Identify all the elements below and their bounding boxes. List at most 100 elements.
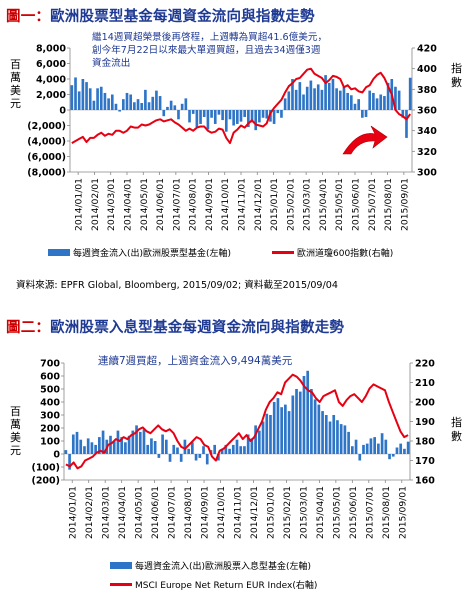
chart2-bar [369,438,373,454]
chart2-bar [124,442,127,454]
chart1-x-tick-label: 2015/08/01 [383,178,394,231]
chart1-bar [346,92,349,110]
chart1-bar [239,110,243,122]
chart1-x-tick-label: 2014/09/01 [204,178,215,231]
chart1-bar [372,92,375,110]
chart2-bar [339,424,343,454]
chart1-bar [199,110,202,124]
chart1-right-axis-label: 指數 [451,61,462,89]
chart2-bar [302,376,306,454]
chart1-bar [298,82,302,110]
chart2-bar [202,446,205,454]
chart1-x-tick-label: 2015/03/01 [302,178,313,231]
chart1-bar [397,90,401,110]
chart2-title-text: 歐洲股票入息型基金每週資金流向與指數走勢 [50,320,345,336]
chart2-left-tick-label: (100) [31,463,60,474]
chart1-left-tick-label: 4,000 [36,75,66,86]
chart2-x-tick-label: 2015/02/01 [282,486,293,539]
chart1-left-axis-label: 百萬美元 [10,58,21,110]
chart2-left-tick-label: 0 [53,450,60,461]
chart1-bar [118,110,121,112]
chart2-bar [150,438,153,454]
chart1-bar [169,100,173,110]
chart1-x-tick-label: 2015/02/01 [285,178,296,231]
chart1-bar [394,86,397,110]
chart1-bar [401,110,405,118]
chart1-title-text: 歐洲股票型基金每週資金流向與指數走勢 [50,9,315,25]
chart2-bar [313,399,317,454]
chart1-bar [294,89,298,110]
chart2-bar [205,454,209,465]
chart2-bar [213,444,217,454]
chart1-bar [144,89,147,110]
chart2-legend-bar-label: 每週資金流入(出)歐洲股票入息型基金(左軸) [135,562,312,572]
chart1-bar [375,98,379,110]
chart1-left-tick-label: 2,000 [36,90,66,101]
chart1-x-tick-label: 2015/09/01 [399,178,410,231]
chart2-x-tick-label: 2014/10/01 [216,486,227,539]
chart2-bar [284,404,287,454]
chart1-bar [177,110,180,120]
chart1-right-tick-label: 400 [417,64,437,75]
chart1-bar [357,99,361,110]
chart2-bar [324,415,328,454]
chart2-bar [68,454,71,470]
chart2-x-tick-label: 2014/09/01 [200,486,211,539]
chart1-legend-bar-swatch [48,249,70,256]
chart2-bar [179,454,183,462]
chart2-bar [269,415,272,454]
chart2-bar [172,444,176,454]
chart1-x-tick-label: 2015/07/01 [367,178,378,231]
chart1-bar [335,88,338,110]
chart2-bar [183,439,187,454]
chart2-bar [362,444,365,454]
chart1-legend-line-swatch [272,251,294,254]
chart2-bar [380,433,384,454]
chart2-annotation: 連續7週買超，上週資金流入9,494萬美元 [98,354,293,367]
chart2-bar [298,391,302,454]
chart1-bar [353,103,357,110]
chart1-bar [140,103,144,110]
chart1-bar [228,110,232,120]
chart1-bar [342,86,346,110]
chart2-left-tick-label: 500 [40,385,60,396]
chart1-bar [74,77,77,110]
chart1-right-tick-label: 340 [417,126,437,137]
chart2-bar [291,395,295,454]
chart1-bar [313,88,316,110]
chart2-bar [306,370,310,454]
chart1-legend-bar: 每週資金流入(出)歐洲股票型基金(左軸) [48,246,231,259]
chart2-left-tick-label: (200) [31,476,60,487]
chart2-bar [112,441,116,454]
chart2-bar [272,402,276,454]
chart2-x-tick-label: 2014/06/01 [150,486,161,539]
chart1-left-tick-label: (8,000) [27,168,66,179]
chart1-annotation-line: 資金流出 [92,57,130,69]
chart1-x-tick-label: 2014/12/01 [253,178,264,231]
chart2-x-tick-label: 2015/01/01 [265,486,276,539]
chart1-bar [184,98,188,110]
chart1-left-tick-label: 6,000 [36,59,66,70]
chart1-bar [77,91,81,110]
chart2-bar [388,454,391,460]
chart2-bar [235,439,239,454]
chart2-legend-line-label: MSCI Europe Net Return EUR Index(右軸) [135,581,318,591]
chart2-bar [343,425,347,454]
chart2-plot [61,362,413,483]
chart2-bar [168,454,172,462]
chart1-x-tick-label: 2014/01/01 [74,178,85,231]
chart1-bar [96,88,99,110]
chart1-right-tick-label: 300 [417,168,437,179]
chart1-right-tick-label: 420 [417,44,437,55]
chart2-x-tick-label: 2014/02/01 [84,486,95,539]
chart1-bar [280,110,283,118]
chart1-legend-line-label: 歐洲道瓊600指數(右軸) [297,249,394,259]
chart1-bar [272,110,276,124]
chart2-right-tick-label: 170 [415,456,435,467]
chart2-left-tick-label: 400 [40,398,60,409]
chart1-bar [276,110,280,114]
chart2-x-tick-label: 2014/04/01 [117,486,128,539]
chart2-left-tick-label: 200 [40,424,60,435]
chart1-bar [338,90,342,110]
chart1-x-tick-label: 2015/04/01 [318,178,329,231]
